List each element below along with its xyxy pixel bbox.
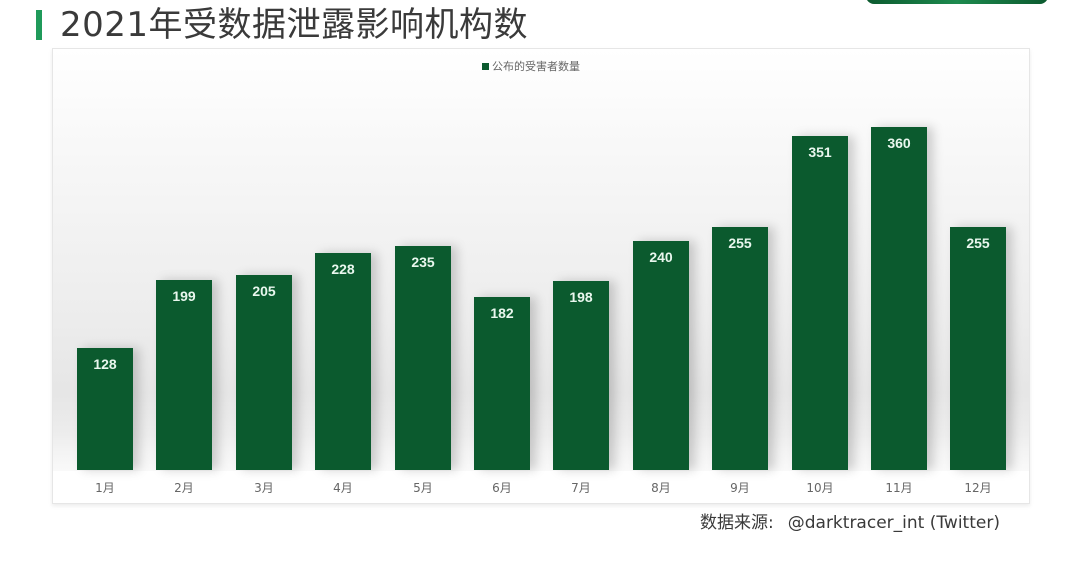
x-axis-tick-label: 4月 [333,481,353,495]
bar: 235 [395,246,451,470]
bar: 360 [871,127,927,470]
bar: 255 [712,227,768,470]
data-source: 数据来源: @darktracer_int (Twitter) [700,508,1000,533]
chart-frame [52,48,1030,504]
title-accent-bar [36,10,42,40]
x-axis-tick-label: 2月 [174,481,194,495]
bar: 199 [156,280,212,470]
x-axis-tick-label: 12月 [964,481,992,495]
chart-floor [53,391,1029,471]
bar-value-label: 182 [490,305,514,321]
chart-legend: 公布的受害者数量 [482,58,580,74]
bar-value-label: 235 [411,254,435,270]
x-axis-tick-label: 10月 [806,481,834,495]
bar: 198 [553,281,609,470]
bar-value-label: 128 [93,356,117,372]
bar-value-label: 228 [331,261,355,277]
bar: 255 [950,227,1006,470]
bar: 228 [315,253,371,470]
bar-value-label: 199 [172,288,196,304]
x-axis-band [53,471,1029,503]
bar-value-label: 198 [569,289,593,305]
x-axis-tick-label: 7月 [571,481,591,495]
bar: 351 [792,136,848,470]
x-axis-tick-label: 5月 [413,481,433,495]
bar: 128 [77,348,133,470]
x-axis-tick-label: 8月 [651,481,671,495]
bar-value-label: 240 [649,249,673,265]
bar-value-label: 351 [808,144,832,160]
legend-label: 公布的受害者数量 [492,60,580,73]
source-value: @darktracer_int (Twitter) [787,513,1000,533]
top-decoration [866,0,1048,4]
x-axis-tick-label: 9月 [730,481,750,495]
legend-swatch-icon [482,62,489,70]
bar: 205 [236,275,292,470]
bar: 182 [474,297,530,470]
bar-value-label: 255 [966,235,990,251]
page-title: 2021年受数据泄露影响机构数 [60,5,529,45]
x-axis-tick-label: 3月 [254,481,274,495]
bar-value-label: 360 [887,135,911,151]
source-label: 数据来源: [700,513,774,533]
bar: 240 [633,241,689,470]
x-axis-tick-label: 1月 [95,481,115,495]
x-axis-tick-label: 6月 [492,481,512,495]
bar-value-label: 205 [252,283,276,299]
x-axis-tick-label: 11月 [885,481,913,495]
bar-value-label: 255 [728,235,752,251]
